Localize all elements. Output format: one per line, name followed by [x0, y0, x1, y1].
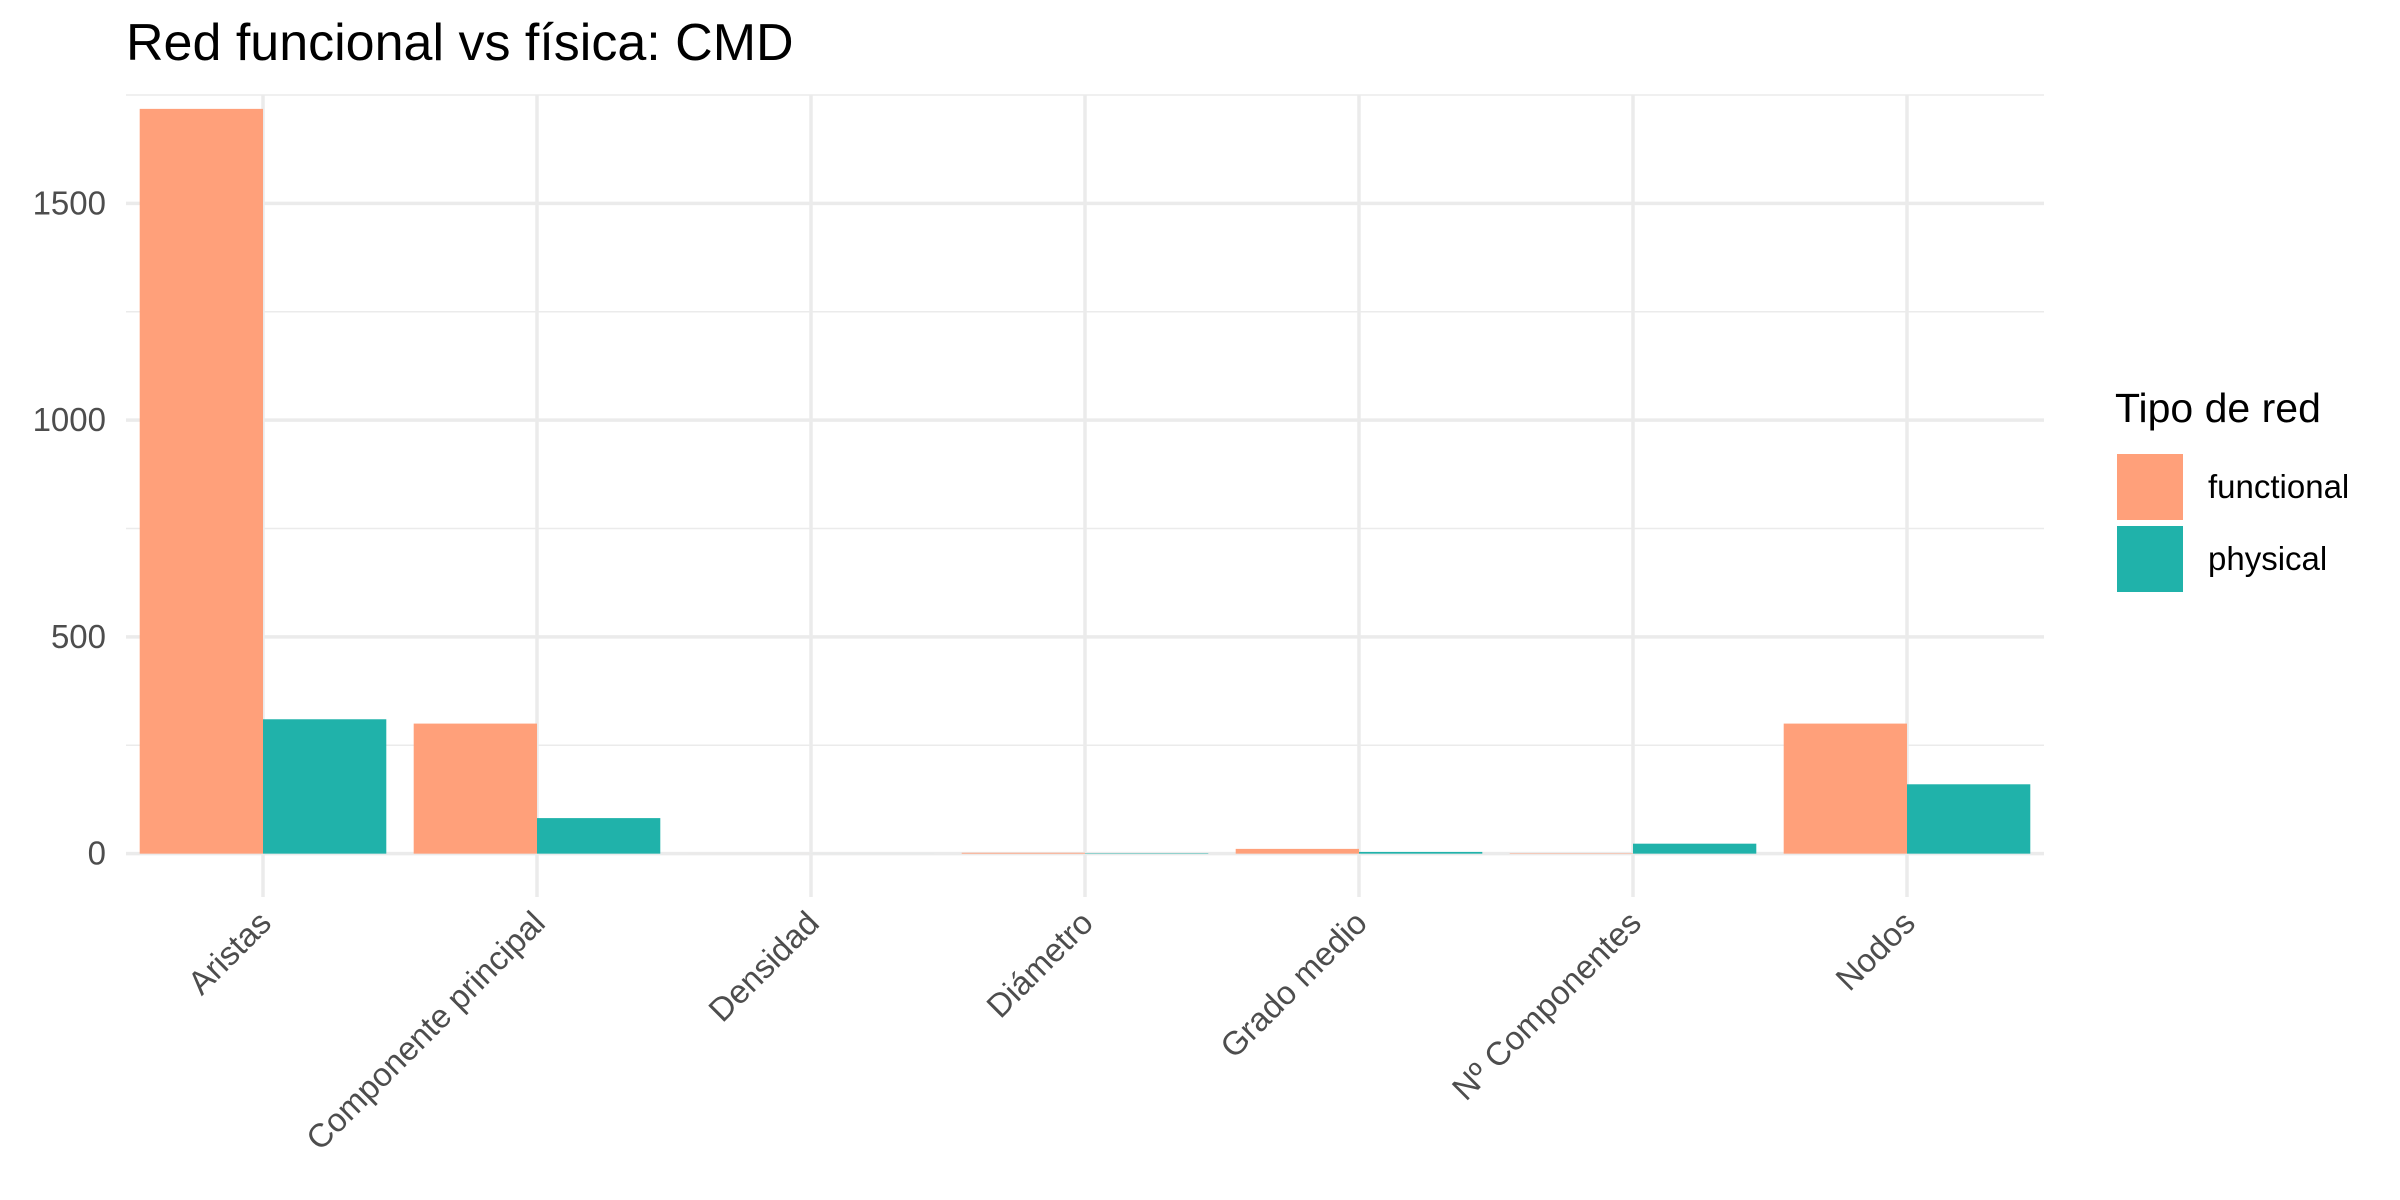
- x-tick-label: Nº Componentes: [1445, 904, 1648, 1107]
- bar-physical-0: [263, 719, 387, 854]
- y-tick-label: 0: [88, 835, 106, 872]
- bar-physical-4: [1359, 851, 1483, 854]
- legend-title: Tipo de red: [2115, 385, 2321, 431]
- bar-functional-6: [1783, 723, 1907, 854]
- y-tick-label: 1500: [33, 184, 106, 221]
- chart-title: Red funcional vs física: CMD: [126, 14, 794, 72]
- bar-physical-5: [1633, 843, 1757, 854]
- y-axis: 0 500 1000 1500: [33, 184, 106, 871]
- legend-label-physical: physical: [2208, 540, 2327, 577]
- x-axis: Aristas Componente principal Densidad Diáme…: [180, 904, 1921, 1157]
- x-tick-label: Densidad: [701, 904, 826, 1029]
- bar-functional-3: [961, 852, 1085, 854]
- legend-label-functional: functional: [2208, 468, 2349, 505]
- bar-functional-1: [413, 723, 537, 854]
- bar-functional-4: [1235, 848, 1359, 854]
- x-tick-label: Componente principal: [299, 904, 552, 1157]
- legend: Tipo de red functional physical: [2115, 385, 2349, 592]
- x-tick-label: Nodos: [1828, 904, 1922, 998]
- bar-physical-1: [537, 818, 661, 854]
- x-tick-label: Grado medio: [1213, 904, 1374, 1065]
- legend-key-physical: [2117, 526, 2183, 592]
- y-tick-label: 500: [51, 618, 106, 655]
- bar-physical-6: [1907, 784, 2031, 854]
- y-tick-label: 1000: [33, 401, 106, 438]
- x-tick-label: Aristas: [180, 904, 277, 1001]
- bars: [139, 108, 2031, 854]
- legend-key-functional: [2117, 454, 2183, 520]
- bar-functional-0: [139, 108, 263, 854]
- x-tick-label: Diámetro: [979, 904, 1100, 1025]
